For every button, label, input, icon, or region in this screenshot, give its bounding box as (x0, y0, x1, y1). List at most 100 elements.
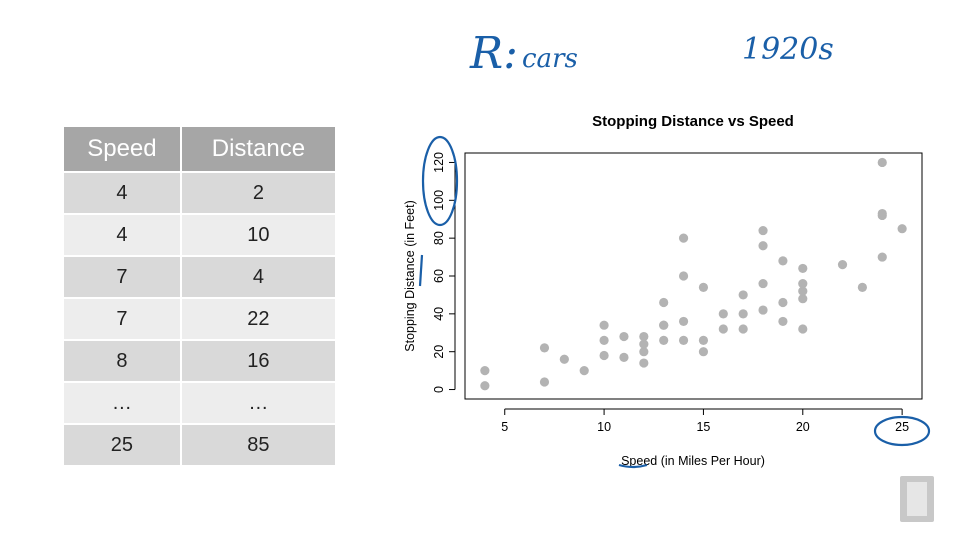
table-cell: … (181, 381, 335, 423)
table-header-distance: Distance (181, 127, 335, 171)
table-cell: 16 (181, 339, 335, 381)
data-point (738, 324, 748, 334)
data-point (480, 366, 490, 376)
handwritten-r-label: R: (470, 28, 518, 79)
data-point (798, 324, 808, 334)
table-cell: 4 (64, 171, 182, 213)
data-point (798, 286, 808, 296)
scatter-chart: Stopping Distance vs Speed 5 10 15 20 25 0 20… (403, 113, 931, 469)
table-cell: 8 (64, 339, 182, 381)
data-point (698, 347, 709, 357)
table-cell: 10 (181, 213, 335, 255)
data-point (659, 335, 669, 345)
data-point (798, 263, 808, 274)
annotation-circle-max-speed (873, 415, 931, 447)
data-point (837, 260, 848, 270)
plot-frame (464, 152, 923, 400)
table-cell: 4 (64, 213, 182, 255)
data-point (639, 347, 649, 357)
x-axis: 5 10 15 20 25 (501, 408, 909, 434)
data-point (599, 335, 609, 345)
x-tick-label: 5 (501, 420, 508, 434)
data-point (718, 324, 728, 334)
data-point (778, 316, 788, 327)
table-row: 7 4 (64, 255, 335, 297)
data-point (758, 225, 768, 236)
data-point (539, 343, 550, 353)
data-point (639, 358, 649, 368)
data-point (539, 377, 550, 387)
y-tick-label: 120 (432, 152, 446, 173)
university-logo (900, 476, 934, 522)
data-point (698, 282, 709, 292)
data-point (678, 233, 689, 243)
data-point (857, 282, 867, 292)
annotation-mark-y-label (418, 254, 424, 287)
x-tick-label: 10 (597, 420, 611, 434)
table-row: 4 10 (64, 213, 335, 255)
chart-title: Stopping Distance vs Speed (592, 113, 794, 130)
table-cell: 7 (64, 297, 182, 339)
table-cell: 22 (181, 297, 335, 339)
data-point (480, 381, 490, 391)
data-point (778, 256, 788, 266)
handwritten-year-label: 1920s (742, 32, 834, 67)
y-tick-label: 0 (432, 386, 446, 393)
data-point (678, 316, 689, 327)
data-point (798, 278, 808, 289)
table-cell: 25 (64, 423, 182, 465)
annotation-underline-speed (618, 463, 648, 469)
table-row: 25 85 (64, 423, 335, 465)
data-point (659, 297, 669, 308)
table-row: 8 16 (64, 339, 335, 381)
data-point (619, 352, 629, 362)
x-tick-label: 15 (696, 420, 710, 434)
data-point (758, 278, 768, 289)
x-tick-label: 25 (895, 420, 909, 434)
data-point (798, 294, 808, 304)
data-point (678, 335, 689, 345)
data-point (877, 252, 887, 262)
table-cell: … (64, 381, 182, 423)
table-row: 4 2 (64, 171, 335, 213)
data-point (758, 241, 768, 251)
data-point (579, 366, 589, 376)
data-point (738, 309, 748, 319)
data-point (718, 309, 728, 319)
data-point (599, 320, 609, 330)
y-axis-label: Stopping Distance (in Feet) (403, 200, 417, 351)
data-point (659, 320, 669, 330)
data-point (738, 290, 748, 300)
data-point (559, 354, 569, 364)
data-point (778, 297, 788, 308)
data-point (639, 339, 649, 349)
data-point (698, 335, 709, 345)
table-cell: 4 (181, 255, 335, 297)
speed-distance-table: Speed Distance 4 2 4 10 7 4 7 22 8 16 … … (64, 127, 335, 465)
x-tick-label: 20 (796, 420, 810, 434)
x-axis-label: Speed (in Miles Per Hour) (621, 454, 765, 468)
data-point (678, 271, 689, 281)
y-tick-label: 100 (432, 190, 446, 211)
table-cell: 85 (181, 423, 335, 465)
data-point (599, 350, 609, 361)
table-header-speed: Speed (64, 127, 182, 171)
y-tick-label: 80 (432, 231, 446, 245)
table-header-row: Speed Distance (64, 127, 335, 171)
annotation-circle-y-range (421, 135, 459, 227)
data-point (897, 224, 907, 234)
y-tick-label: 60 (432, 269, 446, 283)
y-tick-label: 20 (432, 345, 446, 359)
table-row: 7 22 (64, 297, 335, 339)
table-cell: 7 (64, 255, 182, 297)
y-axis: 0 20 40 60 80 100 120 (432, 152, 456, 393)
table-cell: 2 (181, 171, 335, 213)
data-point (877, 157, 887, 168)
handwritten-cars-label: cars (522, 44, 578, 74)
data-point (758, 305, 768, 315)
data-point (877, 208, 887, 219)
y-tick-label: 40 (432, 307, 446, 321)
table-row: … … (64, 381, 335, 423)
data-points (480, 157, 907, 391)
data-point (639, 331, 649, 342)
